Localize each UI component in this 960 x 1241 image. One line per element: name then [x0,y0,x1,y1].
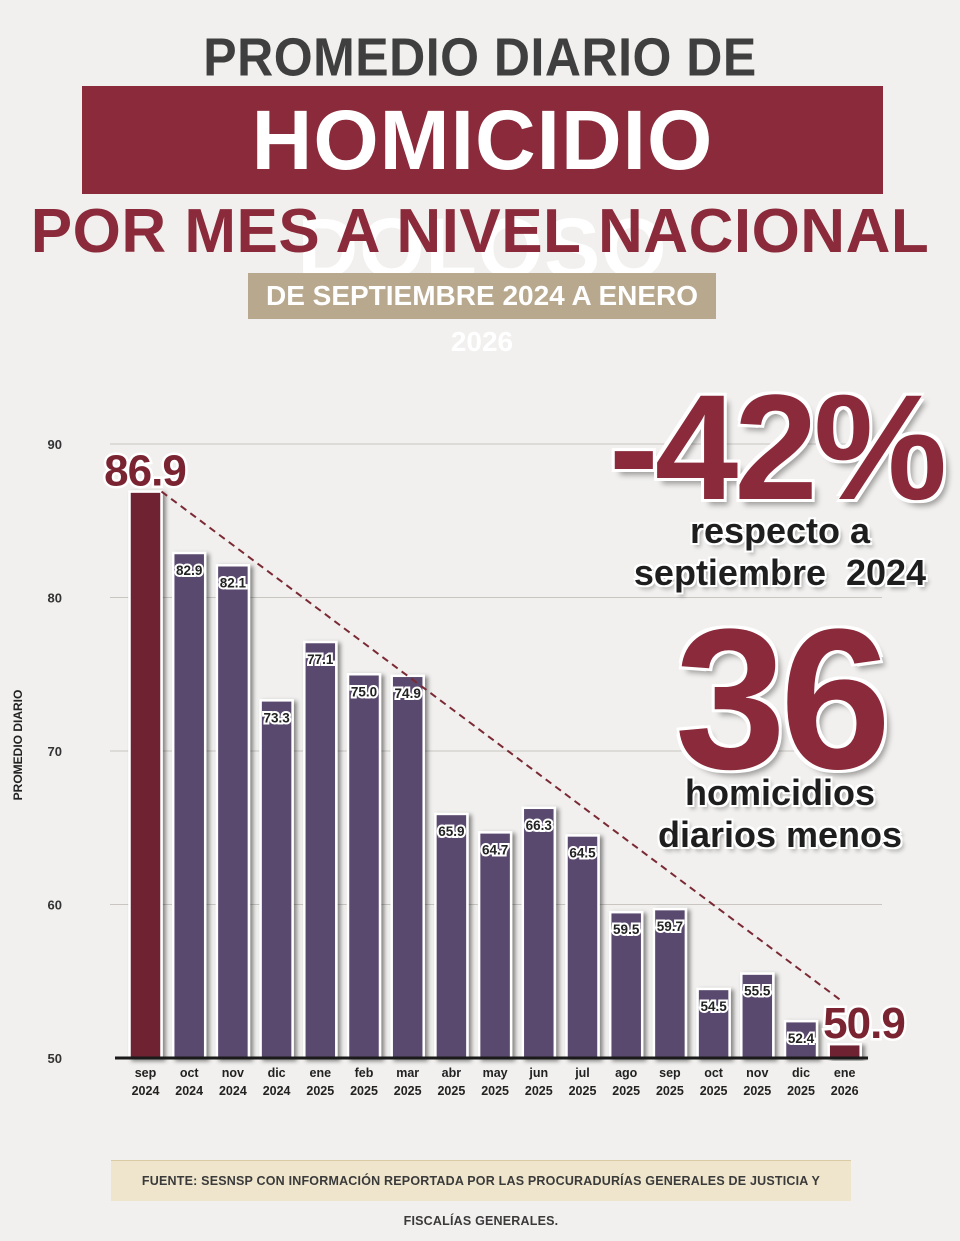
data-label: 59.7 [657,919,683,934]
x-tick-year: 2025 [700,1084,728,1098]
x-tick-year: 2025 [787,1084,815,1098]
x-tick-year: 2025 [612,1084,640,1098]
x-tick-month: ene [834,1066,856,1080]
bar [259,699,294,1060]
x-tick-month: oct [180,1066,200,1080]
bar [783,1019,819,1060]
bar [434,812,469,1060]
data-label: 77.1 [307,652,334,667]
title-line-3: POR MES A NIVEL NACIONAL [30,197,930,266]
source-note: FUENTE: SESNSP CON INFORMACIÓN REPORTADA… [111,1160,851,1228]
change-caption-line-2: septiembre 2024 [633,552,927,593]
bar [171,551,207,1060]
y-tick-label: 80 [48,591,62,606]
x-tick-year: 2025 [306,1084,334,1098]
bar [696,987,731,1060]
bar [303,640,338,1060]
x-tick-month: sep [659,1066,681,1080]
x-tick-month: jun [528,1066,548,1080]
data-label: 74.9 [395,686,421,701]
x-tick-year: 2025 [743,1084,771,1098]
x-tick-year: 2026 [831,1084,859,1098]
data-label: 52.4 [788,1031,815,1046]
y-tick-label: 90 [48,437,62,452]
bar [477,831,513,1060]
data-label: 73.3 [263,710,290,725]
x-tick-month: ene [310,1066,332,1080]
x-tick-year: 2024 [175,1084,203,1098]
x-tick-year: 2025 [394,1084,422,1098]
x-tick-year: 2025 [437,1084,465,1098]
data-label: 50.9 [823,999,905,1048]
change-caption: respecto a septiembre 2024 [620,510,940,594]
x-tick-month: nov [222,1066,244,1080]
bar [215,564,251,1060]
x-tick-month: ago [615,1066,638,1080]
y-tick-label: 70 [48,744,62,759]
bar [346,673,382,1060]
x-tick-year: 2025 [525,1084,553,1098]
data-label: 59.5 [613,922,640,937]
title-line-1: PROMEDIO DIARIO DE [203,26,757,88]
y-tick-label: 60 [48,898,62,913]
y-tick-label: 50 [48,1051,62,1066]
period-badge: DE SEPTIEMBRE 2024 A ENERO 2026 [248,273,716,357]
reduction-caption-line-2: diarios menos [657,814,903,855]
bar [390,674,425,1060]
bar [565,834,600,1060]
x-tick-month: mar [396,1066,419,1080]
data-label: 54.5 [700,999,727,1014]
x-tick-year: 2025 [656,1084,684,1098]
reduction-number: 36 [674,588,891,811]
x-tick-year: 2025 [481,1084,509,1098]
x-tick-month: abr [442,1066,462,1080]
x-tick-month: jul [574,1066,590,1080]
reduction-caption-line-1: homicidios [684,772,876,813]
x-tick-year: 2025 [569,1084,597,1098]
x-tick-year: 2024 [263,1084,291,1098]
data-label: 82.1 [220,575,247,590]
bar [521,806,557,1060]
x-tick-month: oct [704,1066,724,1080]
data-label: 64.7 [482,842,508,857]
data-label: 64.5 [569,845,596,860]
y-axis-label: PROMEDIO DIARIO [11,690,25,801]
data-label: 65.9 [438,824,464,839]
data-label: 55.5 [744,984,771,999]
x-tick-month: dic [792,1066,810,1080]
data-label: 82.9 [176,563,202,578]
x-tick-year: 2024 [219,1084,247,1098]
reduction-caption: homicidios diarios menos [620,772,940,856]
trend-line [160,490,842,1001]
bar-chart: 50 60 70 80 90 PROMEDIO DIARIO 86.9 82.9 82.1 73.… [11,437,908,1098]
x-tick-month: may [483,1066,508,1080]
data-label: 75.0 [351,684,377,699]
x-tick-month: feb [355,1066,374,1080]
bar [652,907,688,1060]
x-tick-month: nov [746,1066,768,1080]
x-tick-year: 2024 [132,1084,160,1098]
change-caption-line-1: respecto a [689,510,871,551]
data-label: 66.3 [526,818,553,833]
x-tick-year: 2025 [350,1084,378,1098]
change-percent: -42% [608,363,947,531]
x-tick-month: dic [268,1066,286,1080]
x-tick-month: sep [135,1066,157,1080]
bar [128,490,163,1060]
data-label: 86.9 [104,447,186,496]
